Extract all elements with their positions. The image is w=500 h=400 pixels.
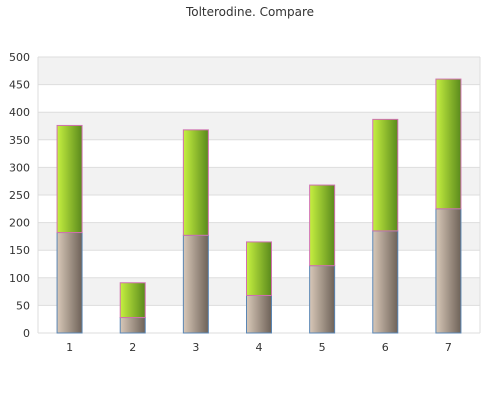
- bar-segment-lower: [246, 294, 272, 334]
- y-tick-label: 50: [16, 299, 30, 312]
- chart-title: Tolterodine. Compare: [185, 5, 314, 19]
- y-tick-label: 500: [9, 51, 30, 64]
- bar-segment-upper: [435, 78, 462, 210]
- bar-segment-upper: [56, 124, 83, 234]
- y-tick-label: 150: [9, 244, 30, 257]
- bar-segment-upper: [372, 118, 399, 232]
- bar-segment-upper: [119, 282, 146, 319]
- y-axis: 0 50 100 150 200 250 300 350 400 450 500: [9, 51, 30, 340]
- y-tick-label: 0: [23, 327, 30, 340]
- bar-segment-upper: [182, 129, 209, 236]
- y-tick-label: 200: [9, 217, 30, 230]
- bar-segment-lower: [309, 265, 336, 334]
- bar-segment-lower: [56, 232, 83, 334]
- y-tick-label: 300: [9, 161, 30, 174]
- y-tick-label: 100: [9, 272, 30, 285]
- x-tick-label: 2: [129, 341, 136, 354]
- bar-segment-upper: [246, 241, 272, 296]
- bar-segment-lower: [182, 234, 209, 334]
- x-tick-label: 1: [66, 341, 73, 354]
- x-tick-label: 7: [445, 341, 452, 354]
- x-axis: 1 2 3 4 5 6 7: [66, 341, 452, 354]
- bar-segment-lower: [119, 317, 146, 334]
- x-tick-label: 3: [192, 341, 199, 354]
- y-tick-label: 400: [9, 106, 30, 119]
- x-tick-label: 6: [382, 341, 389, 354]
- grid-band: [38, 112, 480, 140]
- bar-segment-lower: [435, 208, 462, 334]
- x-tick-label: 5: [319, 341, 326, 354]
- grid-bands: [38, 57, 480, 306]
- y-tick-label: 350: [9, 134, 30, 147]
- bar-segment-upper: [309, 184, 336, 267]
- bar-segment-lower: [372, 230, 399, 334]
- x-tick-label: 4: [256, 341, 263, 354]
- y-tick-label: 450: [9, 79, 30, 92]
- y-tick-label: 250: [9, 189, 30, 202]
- grid-band: [38, 167, 480, 195]
- bars: [56, 78, 462, 334]
- grid-band: [38, 57, 480, 85]
